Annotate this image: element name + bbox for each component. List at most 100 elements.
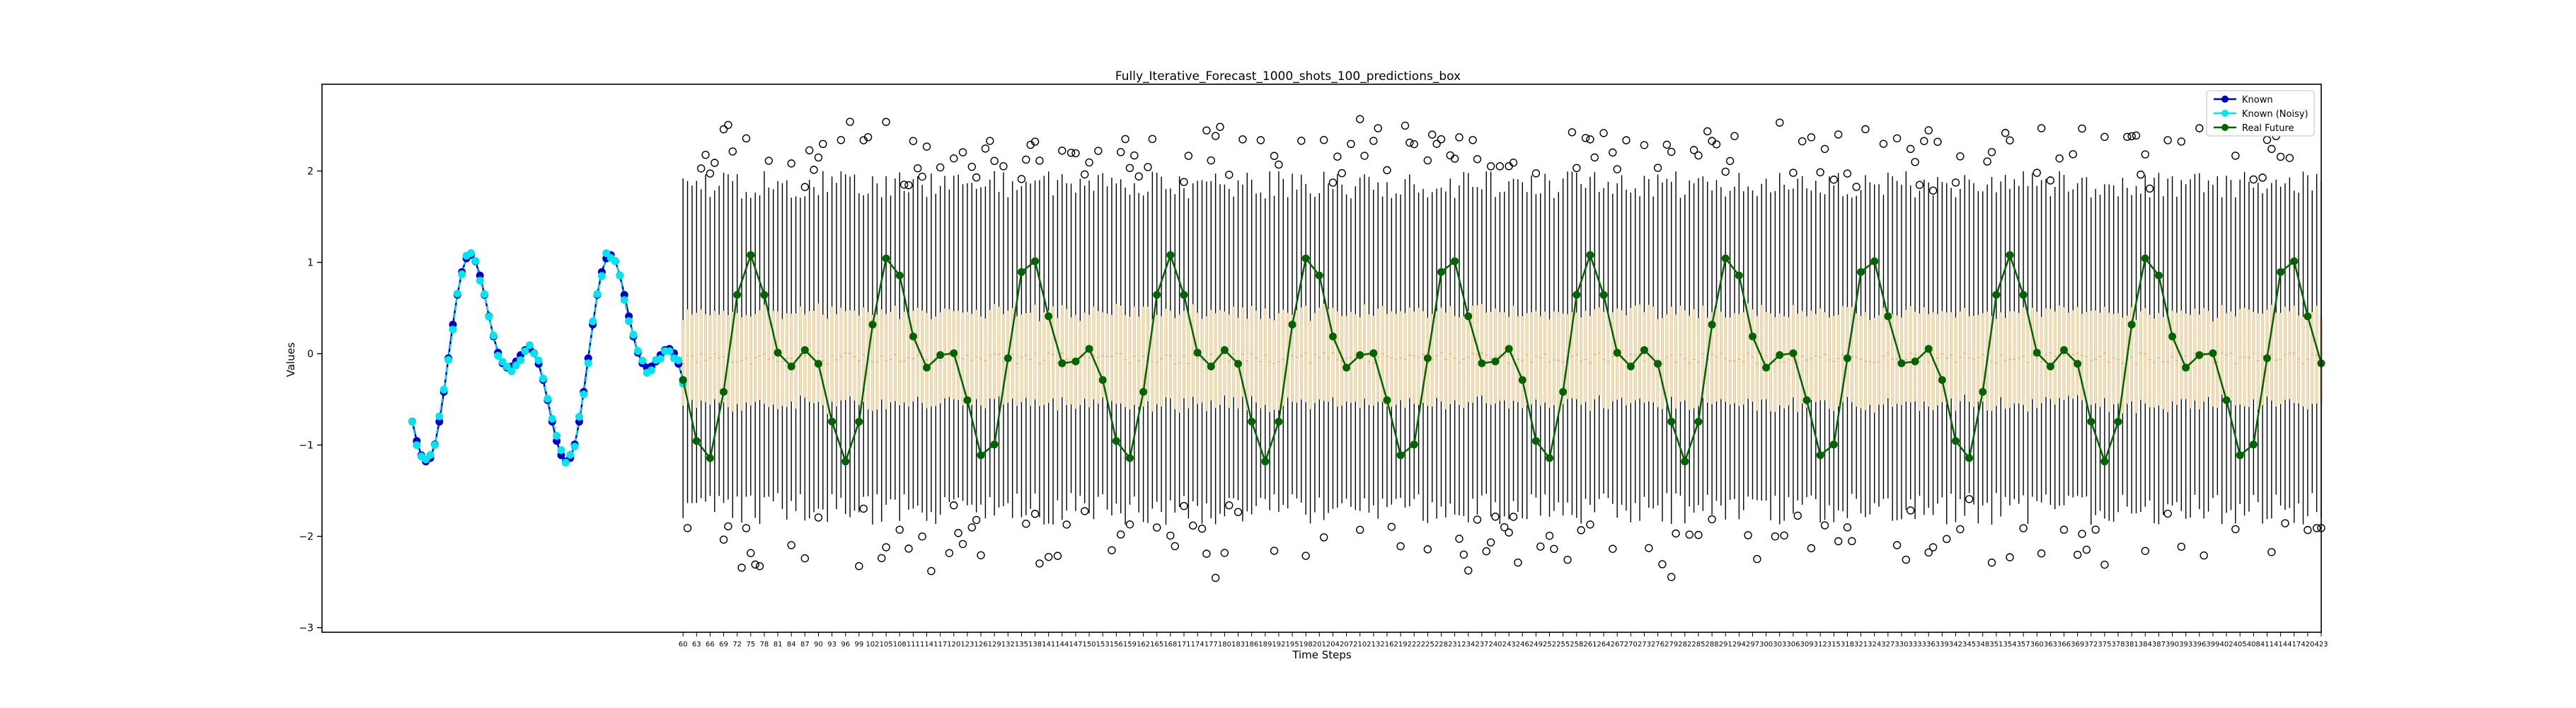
x-tick-label: 354 (2003, 641, 2016, 649)
real-future-point (1843, 354, 1851, 362)
flier-point (1202, 126, 1211, 135)
box (1999, 312, 2003, 398)
flier-point (1500, 523, 1509, 532)
flier-point (1197, 525, 1207, 533)
x-tick-label: 381 (2125, 641, 2139, 649)
real-future-line (682, 252, 2323, 464)
real-future-point (1749, 332, 1757, 341)
x-tick-label: 306 (1786, 641, 1800, 649)
box (1327, 309, 1330, 402)
box (979, 316, 982, 406)
box (1819, 308, 1822, 401)
flier-point (950, 154, 958, 163)
flier-point (1613, 165, 1621, 173)
flier-point (2177, 137, 2186, 146)
flier-point (1816, 168, 1824, 176)
box (1977, 314, 1980, 402)
x-tick-label: 303 (1773, 641, 1786, 649)
flier-point (1491, 513, 1500, 521)
x-tick-label: 180 (1218, 641, 1231, 649)
box (2288, 311, 2292, 399)
box (1575, 312, 1578, 399)
flier-point (1590, 153, 1599, 162)
flier-point (1437, 135, 1446, 144)
real-future-point (909, 332, 917, 341)
plot-frame (321, 84, 2322, 633)
box (916, 307, 919, 397)
flier-point (1536, 542, 1545, 551)
box (2248, 309, 2250, 407)
flier-point (2276, 152, 2285, 161)
x-tick-label: 168 (1163, 641, 1177, 649)
box (1372, 315, 1375, 406)
x-tick-label: 234 (1461, 641, 1475, 649)
flier-point (1708, 515, 1716, 524)
box (1462, 316, 1466, 409)
x-tick-label: 195 (1286, 641, 1299, 649)
known-noisy-point (466, 249, 475, 257)
real-future-point (2141, 254, 2149, 263)
known-noisy-point (498, 358, 507, 366)
flier-point (1879, 139, 1888, 148)
x-tick-label: 201 (1313, 641, 1326, 649)
box (735, 312, 739, 404)
box (835, 314, 838, 407)
box (812, 310, 816, 404)
x-tick-label: 219 (1394, 641, 1408, 649)
box (1747, 303, 1750, 399)
box (1909, 306, 1912, 403)
real-future-point (1546, 454, 1554, 462)
real-future-point (1531, 437, 1540, 445)
x-tick-label: 231 (1448, 641, 1461, 649)
real-future-point (1180, 291, 1188, 299)
flier-point (1184, 152, 1193, 160)
x-tick-label: 111 (907, 641, 920, 649)
box (1530, 312, 1533, 405)
box (1841, 306, 1844, 403)
box (1259, 319, 1263, 409)
x-tick-label: 327 (1881, 641, 1894, 649)
real-future-point (1924, 345, 1933, 353)
box (1832, 315, 1836, 411)
box (1200, 319, 1204, 403)
flier-point (1297, 137, 1306, 145)
box (1110, 314, 1113, 401)
flier-point (1148, 135, 1157, 144)
box (1263, 308, 1267, 406)
real-future-point (2236, 451, 2244, 459)
box (1539, 316, 1542, 406)
flier-point (1807, 133, 1816, 142)
legend: Known Known (Noisy) Real Future (2206, 90, 2315, 137)
x-tick-label: 156 (1110, 641, 1123, 649)
flier-point (1753, 554, 1761, 564)
flier-point (1776, 118, 1784, 127)
real-future-point (1451, 257, 1459, 266)
x-tick-label: 300 (1759, 641, 1773, 649)
box (1164, 308, 1168, 398)
real-future-point (1884, 312, 1892, 321)
flier-point (2073, 550, 2082, 559)
flier-point (1360, 152, 1369, 160)
real-future-point (1234, 360, 1243, 368)
flier-point (1703, 127, 1712, 136)
box (2170, 310, 2174, 402)
flier-point (1030, 510, 1040, 518)
flier-point (1928, 186, 1938, 195)
box (1363, 304, 1367, 399)
x-tick-label: 330 (1894, 641, 1908, 649)
flier-point (1911, 158, 1919, 166)
flier-point (1066, 149, 1076, 157)
box (1367, 314, 1371, 406)
x-tick-label: 135 (1015, 641, 1028, 649)
real-future-point (2019, 291, 2028, 299)
flier-point (1022, 155, 1030, 164)
x-tick-label: 384 (2139, 641, 2152, 649)
x-tick-label: 126 (974, 641, 987, 649)
flier-point (2082, 545, 2091, 554)
x-tick-label: 261 (1583, 641, 1597, 649)
flier-point (922, 142, 931, 151)
x-tick-label: 378 (2111, 641, 2124, 649)
box (2094, 310, 2098, 404)
box (1597, 307, 1601, 396)
box (880, 309, 883, 400)
